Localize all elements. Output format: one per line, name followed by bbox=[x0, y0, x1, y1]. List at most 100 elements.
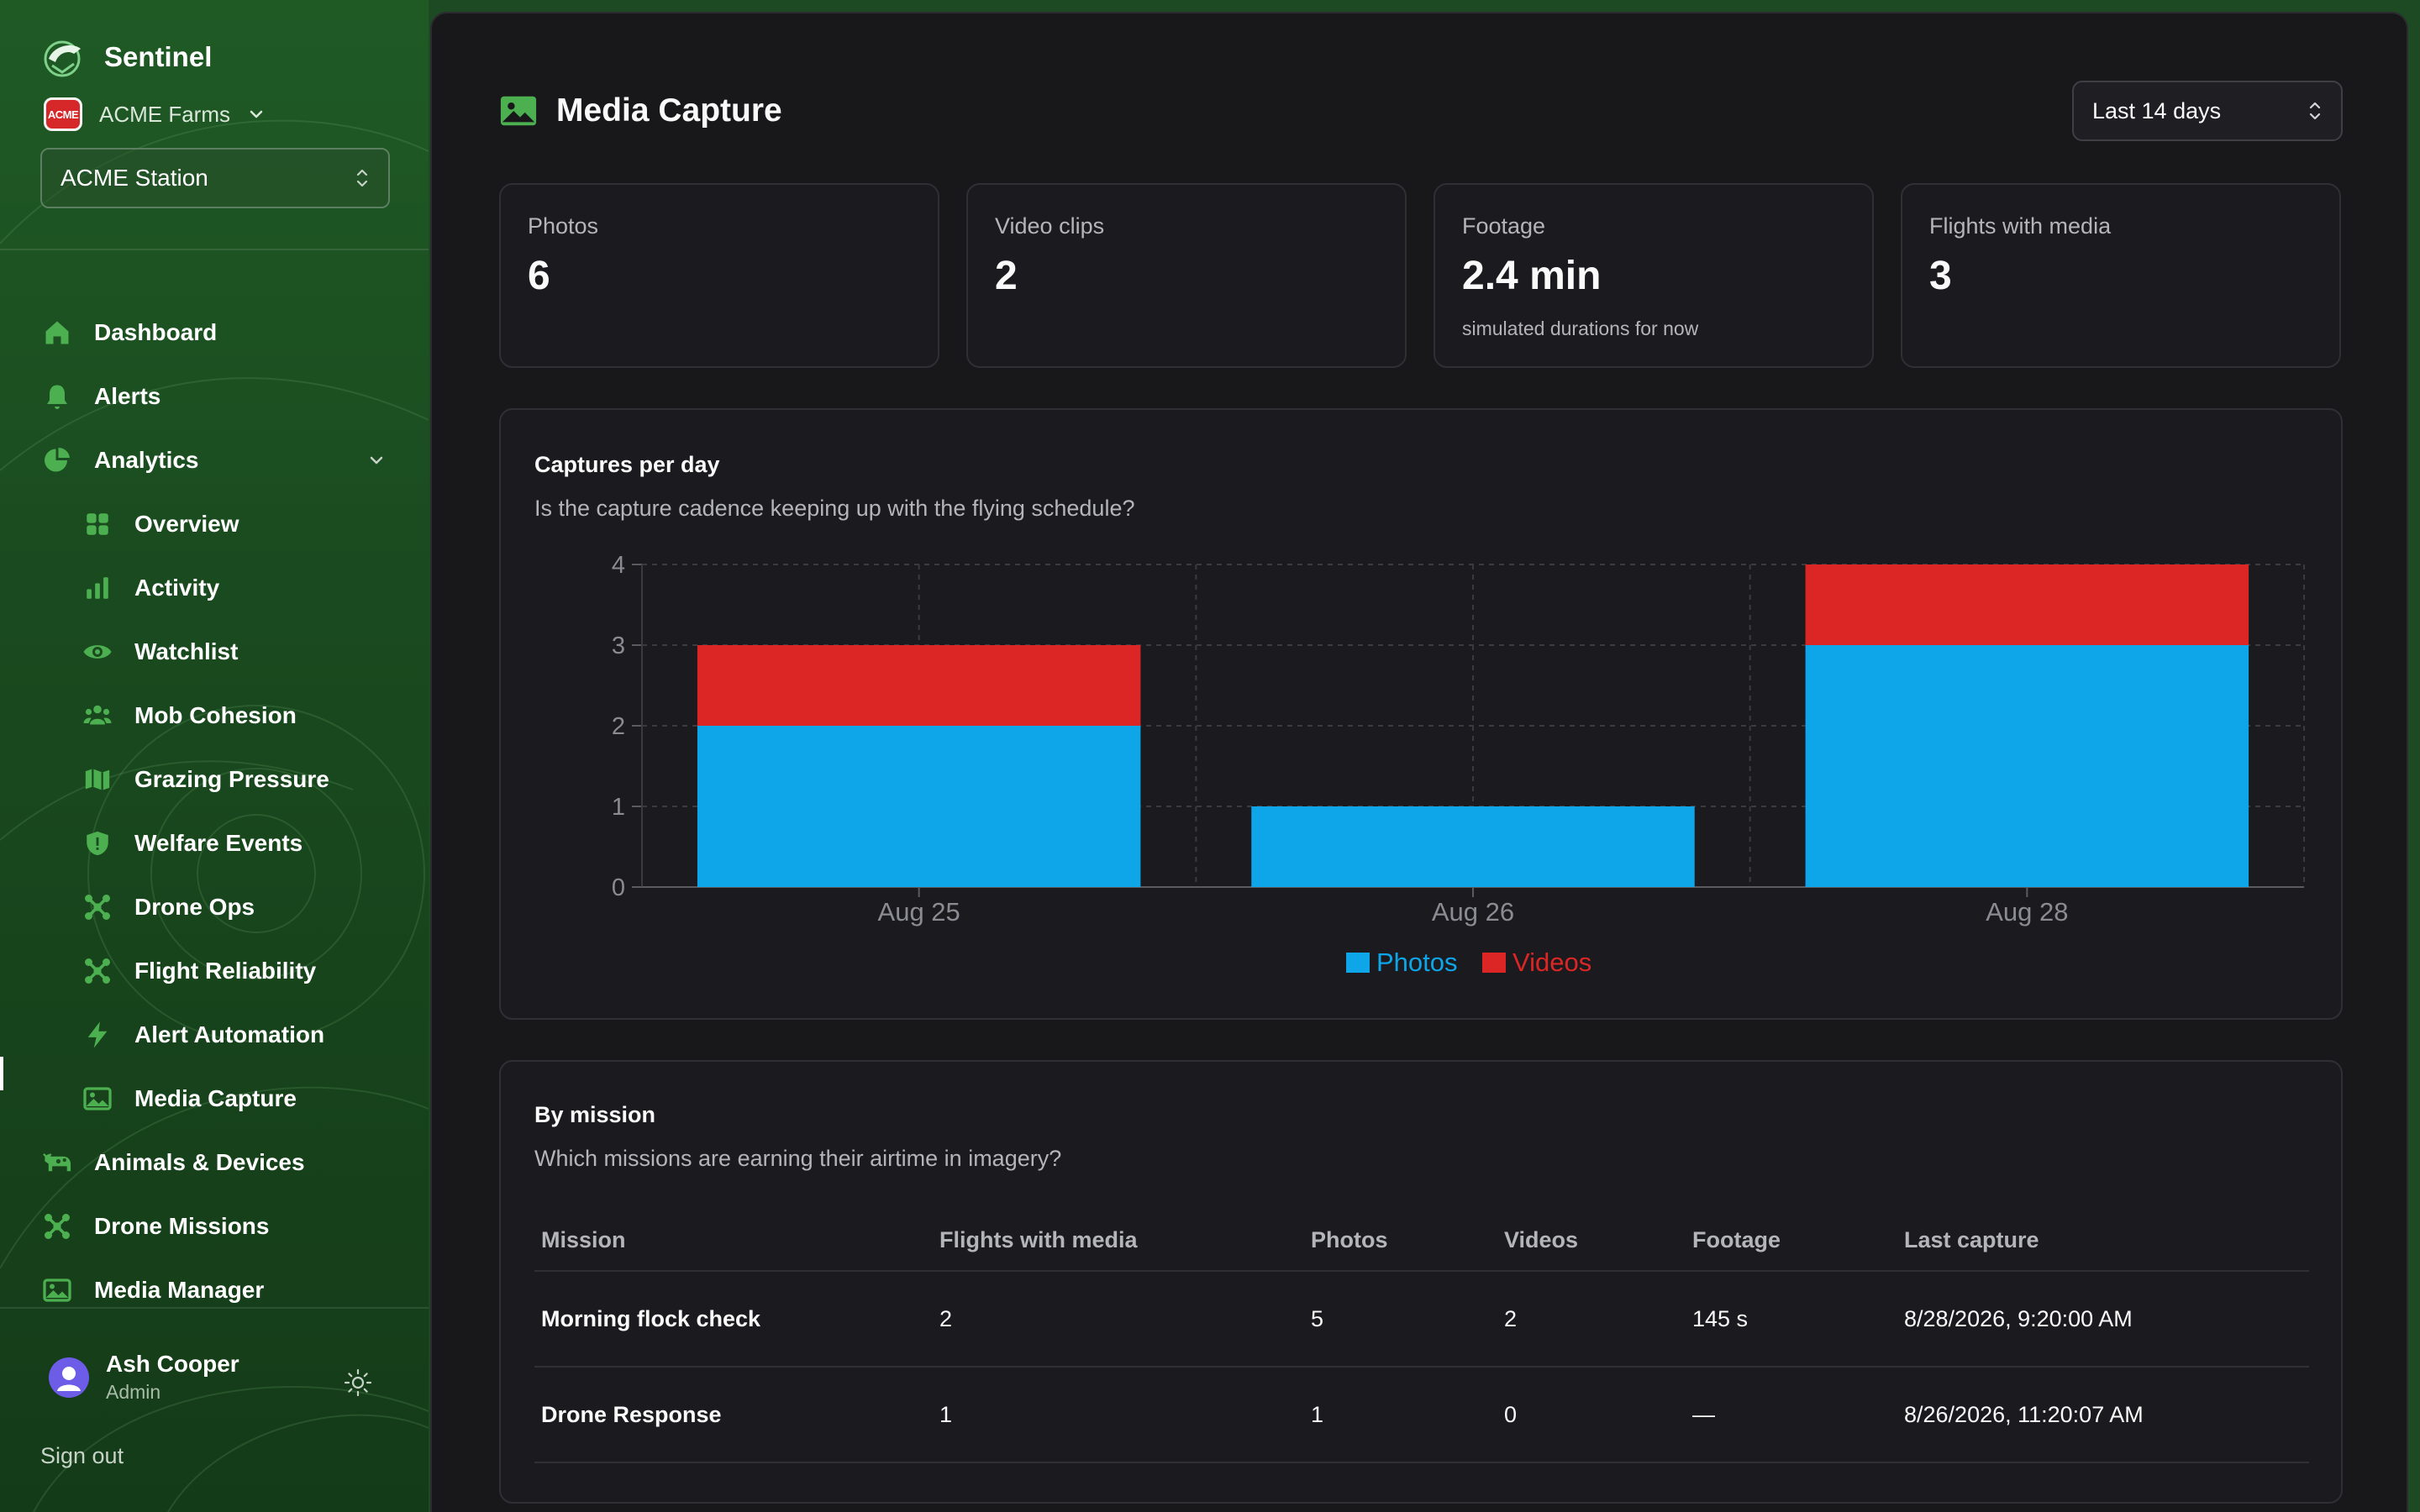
sign-out-link[interactable]: Sign out bbox=[40, 1443, 124, 1468]
cell-photos: 1 bbox=[1311, 1401, 1324, 1427]
cell-photos: 5 bbox=[1311, 1305, 1324, 1331]
sidebar-item-media-capture[interactable]: Media Capture bbox=[81, 1074, 297, 1124]
table-header: Mission Flights with media Photos Videos… bbox=[534, 1210, 2309, 1272]
active-indicator bbox=[0, 1057, 3, 1090]
sidebar-item-flight-reliability[interactable]: Flight Reliability bbox=[81, 946, 316, 996]
column-header-videos[interactable]: Videos bbox=[1504, 1226, 1579, 1252]
sidebar-item-label: Mob Cohesion bbox=[134, 702, 297, 728]
sidebar-item-label: Flight Reliability bbox=[134, 958, 317, 984]
sidebar-item-mob-cohesion[interactable]: Mob Cohesion bbox=[81, 690, 297, 741]
date-range-select[interactable]: Last 14 days bbox=[2072, 81, 2343, 141]
cell-footage: 145 s bbox=[1692, 1305, 1749, 1331]
sidebar-item-label: Animals & Devices bbox=[94, 1149, 305, 1175]
bar-photos bbox=[697, 726, 1141, 887]
sidebar-item-label: Grazing Pressure bbox=[134, 766, 329, 792]
image-icon bbox=[40, 1273, 74, 1307]
station-select-value: ACME Station bbox=[60, 165, 208, 191]
y-tick-label: 2 bbox=[612, 713, 625, 740]
station-select[interactable]: ACME Station bbox=[40, 148, 390, 208]
stat-card-photos: Photos 6 bbox=[499, 183, 939, 368]
sidebar-item-label: Overview bbox=[134, 511, 239, 537]
sidebar-item-label: Alert Automation bbox=[134, 1021, 325, 1047]
org-switcher[interactable]: ACME ACME Farms bbox=[44, 97, 266, 131]
column-header-photos[interactable]: Photos bbox=[1311, 1226, 1388, 1252]
date-range-value: Last 14 days bbox=[2092, 97, 2222, 123]
image-icon bbox=[500, 96, 537, 126]
y-tick-label: 4 bbox=[612, 552, 625, 579]
table-row[interactable]: Morning flock check 2 5 2 145 s 8/28/202… bbox=[534, 1272, 2309, 1368]
cell-flights: 1 bbox=[939, 1401, 953, 1427]
sidebar-divider bbox=[0, 1307, 429, 1309]
sun-icon[interactable] bbox=[341, 1366, 375, 1399]
legend-swatch bbox=[1482, 953, 1506, 973]
sidebar-item-label: Analytics bbox=[94, 447, 199, 473]
cow-icon bbox=[40, 1146, 74, 1179]
sidebar-item-label: Welfare Events bbox=[134, 830, 303, 856]
column-header-flights[interactable]: Flights with media bbox=[939, 1226, 1138, 1252]
map-icon bbox=[81, 763, 114, 796]
cell-mission: Morning flock check bbox=[541, 1305, 761, 1331]
column-header-last-capture[interactable]: Last capture bbox=[1904, 1226, 2039, 1252]
sidebar-item-animals-devices[interactable]: Animals & Devices bbox=[40, 1137, 305, 1188]
eye-icon bbox=[81, 635, 114, 669]
sidebar-item-drone-missions[interactable]: Drone Missions bbox=[40, 1201, 269, 1252]
y-tick-label: 3 bbox=[612, 633, 625, 659]
shield-icon bbox=[81, 827, 114, 860]
sidebar-item-label: Alerts bbox=[94, 383, 161, 409]
cell-last-capture: 8/26/2026, 11:20:07 AM bbox=[1904, 1401, 2144, 1427]
cell-last-capture: 8/28/2026, 9:20:00 AM bbox=[1904, 1305, 2133, 1331]
org-name: ACME Farms bbox=[99, 101, 230, 127]
column-header-footage[interactable]: Footage bbox=[1692, 1226, 1781, 1252]
sidebar-item-dashboard[interactable]: Dashboard bbox=[40, 307, 217, 358]
bar-videos bbox=[697, 645, 1141, 726]
table-row[interactable]: Drone Response 1 1 0 — 8/26/2026, 11:20:… bbox=[534, 1368, 2309, 1463]
stat-label: Flights with media bbox=[1929, 213, 2112, 239]
stat-label: Photos bbox=[528, 213, 599, 239]
user-name: Ash Cooper bbox=[106, 1351, 239, 1377]
drone-icon bbox=[81, 890, 114, 924]
legend-label: Photos bbox=[1376, 948, 1458, 977]
x-tick-label: Aug 26 bbox=[1432, 897, 1514, 927]
captures-chart: 0 1 2 3 4 Aug 25 Aug 26 Aug 28 Photos Videos bbox=[612, 552, 2305, 977]
sidebar-item-alerts[interactable]: Alerts bbox=[40, 371, 160, 422]
home-icon bbox=[40, 316, 74, 349]
sidebar-item-alert-automation[interactable]: Alert Automation bbox=[81, 1010, 324, 1060]
sidebar-item-label: Media Manager bbox=[94, 1277, 265, 1303]
page-header: Media Capture bbox=[499, 92, 782, 129]
stat-label: Video clips bbox=[995, 213, 1105, 239]
sidebar-item-watchlist[interactable]: Watchlist bbox=[81, 627, 238, 677]
sidebar-item-grazing-pressure[interactable]: Grazing Pressure bbox=[81, 754, 329, 805]
legend-swatch bbox=[1346, 953, 1370, 973]
sidebar-item-analytics[interactable]: Analytics bbox=[40, 435, 199, 486]
sentinel-logo-icon bbox=[44, 40, 81, 77]
cell-mission: Drone Response bbox=[541, 1401, 722, 1427]
legend-label: Videos bbox=[1512, 948, 1591, 977]
bar-chart-icon bbox=[81, 571, 114, 605]
panel-subtitle: Is the capture cadence keeping up with t… bbox=[534, 496, 1135, 521]
bar-photos bbox=[1805, 645, 2249, 887]
sidebar-item-activity[interactable]: Activity bbox=[81, 563, 219, 613]
x-tick-label: Aug 25 bbox=[878, 897, 960, 927]
sidebar-item-welfare-events[interactable]: Welfare Events bbox=[81, 818, 302, 869]
stat-value: 3 bbox=[1929, 254, 1952, 298]
panel-title: By mission bbox=[534, 1102, 656, 1127]
pie-chart-icon bbox=[40, 444, 74, 477]
app-name: Sentinel bbox=[104, 41, 213, 72]
sidebar-item-label: Drone Missions bbox=[94, 1213, 270, 1239]
user-profile[interactable]: Ash Cooper Admin bbox=[49, 1351, 239, 1404]
by-mission-panel: By mission Which missions are earning th… bbox=[499, 1060, 2343, 1504]
stat-note: simulated durations for now bbox=[1462, 318, 1699, 339]
sidebar-item-media-manager[interactable]: Media Manager bbox=[40, 1265, 264, 1315]
drone-icon bbox=[81, 954, 114, 988]
sidebar-item-label: Dashboard bbox=[94, 319, 218, 345]
column-header-mission[interactable]: Mission bbox=[541, 1226, 626, 1252]
sidebar-item-label: Watchlist bbox=[134, 638, 239, 664]
stat-value: 6 bbox=[528, 254, 550, 298]
sidebar-item-overview[interactable]: Overview bbox=[81, 499, 239, 549]
mission-table: Mission Flights with media Photos Videos… bbox=[534, 1210, 2309, 1463]
stat-card-flights-with-media: Flights with media 3 bbox=[1901, 183, 2341, 368]
chevron-down-icon[interactable] bbox=[365, 449, 388, 472]
panel-title: Captures per day bbox=[534, 452, 720, 477]
sidebar-item-drone-ops[interactable]: Drone Ops bbox=[81, 882, 255, 932]
brand[interactable]: Sentinel bbox=[40, 34, 212, 81]
